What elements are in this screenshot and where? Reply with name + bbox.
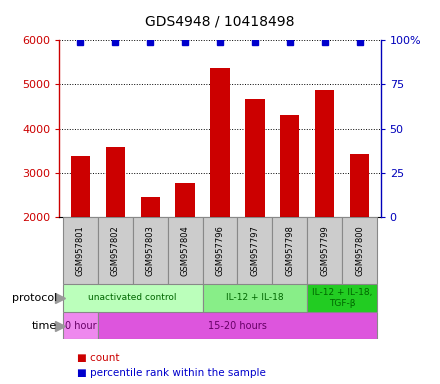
Bar (210, 68, 230, 217)
Text: protocol: protocol (12, 293, 57, 303)
Bar (98, 217, 133, 284)
Text: IL-12 + IL-18: IL-12 + IL-18 (226, 293, 284, 303)
Text: GSM957797: GSM957797 (250, 225, 260, 276)
Text: GSM957801: GSM957801 (76, 225, 85, 276)
Bar (63, 284, 202, 312)
Bar (202, 217, 238, 284)
Bar (307, 284, 377, 312)
Bar (168, 217, 202, 284)
Text: 0 hour: 0 hour (65, 321, 96, 331)
Bar (315, 90, 334, 217)
Bar (106, 147, 125, 217)
Text: GSM957803: GSM957803 (146, 225, 155, 276)
Bar (272, 217, 307, 284)
Text: unactivated control: unactivated control (88, 293, 177, 303)
Text: GSM957798: GSM957798 (285, 225, 294, 276)
Bar (63, 312, 98, 339)
Bar (350, 154, 369, 217)
Text: 15-20 hours: 15-20 hours (208, 321, 267, 331)
Bar (307, 217, 342, 284)
Text: GDS4948 / 10418498: GDS4948 / 10418498 (145, 14, 295, 28)
Bar (176, 182, 194, 217)
Text: GSM957799: GSM957799 (320, 225, 329, 276)
Bar (238, 217, 272, 284)
Bar (98, 312, 377, 339)
Text: GSM957804: GSM957804 (180, 225, 190, 276)
Text: IL-12 + IL-18,
TGF-β: IL-12 + IL-18, TGF-β (312, 288, 372, 308)
Bar (63, 217, 98, 284)
Bar (133, 217, 168, 284)
Bar (202, 284, 307, 312)
Bar (71, 156, 90, 217)
Bar (140, 197, 160, 217)
Text: time: time (32, 321, 57, 331)
Bar (280, 115, 300, 217)
Text: GSM957796: GSM957796 (216, 225, 224, 276)
Bar (246, 99, 264, 217)
Bar (342, 217, 377, 284)
Text: ■ percentile rank within the sample: ■ percentile rank within the sample (77, 368, 266, 378)
Text: GSM957800: GSM957800 (355, 225, 364, 276)
Text: ■ count: ■ count (77, 353, 120, 363)
Text: GSM957802: GSM957802 (111, 225, 120, 276)
